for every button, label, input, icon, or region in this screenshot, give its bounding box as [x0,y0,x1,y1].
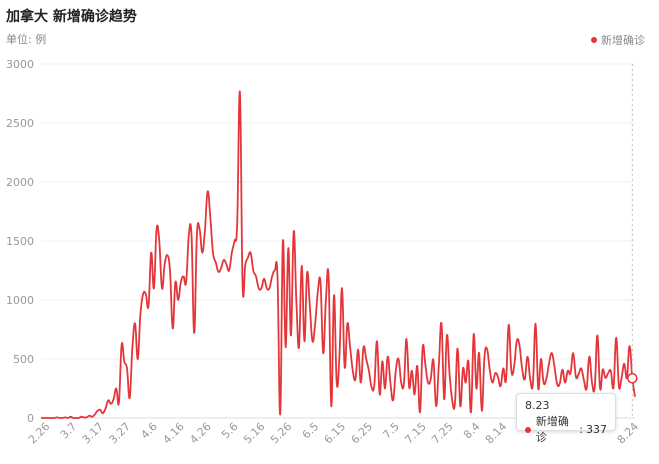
legend-marker-icon [591,37,597,43]
x-tick-label: 3.27 [107,420,134,447]
series-line [41,90,636,419]
x-tick-label: 7.15 [402,420,429,447]
unit-label: 单位: 例 [6,33,47,46]
x-tick-label: 6.25 [349,420,376,447]
x-tick-label: 6.5 [300,420,322,442]
y-tick-label: 2500 [6,117,34,130]
legend[interactable]: 新增确诊 [591,32,645,48]
x-tick-label: 6.15 [322,420,349,447]
x-tick-label: 5.26 [268,420,295,447]
x-tick-label: 5.6 [219,420,241,442]
y-tick-label: 0 [27,412,34,425]
y-tick-label: 500 [13,353,34,366]
tooltip-label: 新增确诊 [535,415,569,444]
tooltip-marker-icon [525,427,531,433]
y-tick-label: 2000 [6,176,34,189]
tooltip-value: 337 [586,423,607,436]
legend-label: 新增确诊 [601,34,645,47]
x-tick-label: 8.24 [615,420,642,447]
x-tick-label: 5.16 [241,420,268,447]
x-tick-label: 4.6 [138,420,160,442]
x-tick-label: 8.14 [483,420,510,447]
tooltip: 8.23 新增确诊 : 337 [516,393,616,444]
highlight-point [627,372,638,384]
tooltip-date: 8.23 [525,399,550,412]
x-tick-label: 8.4 [461,420,483,442]
y-tick-label: 3000 [6,58,34,71]
x-tick-label: 3.7 [58,420,80,442]
x-tick-label: 4.16 [160,420,187,447]
y-tick-label: 1000 [6,294,34,307]
x-tick-label: 7.25 [429,420,456,447]
x-tick-label: 3.17 [80,420,107,447]
chart-title: 加拿大 新增确诊趋势 [6,9,137,25]
tooltip-separator: : [579,423,583,436]
x-tick-label: 7.5 [380,420,402,442]
y-tick-label: 1500 [6,235,34,248]
x-tick-label: 4.26 [187,420,214,447]
